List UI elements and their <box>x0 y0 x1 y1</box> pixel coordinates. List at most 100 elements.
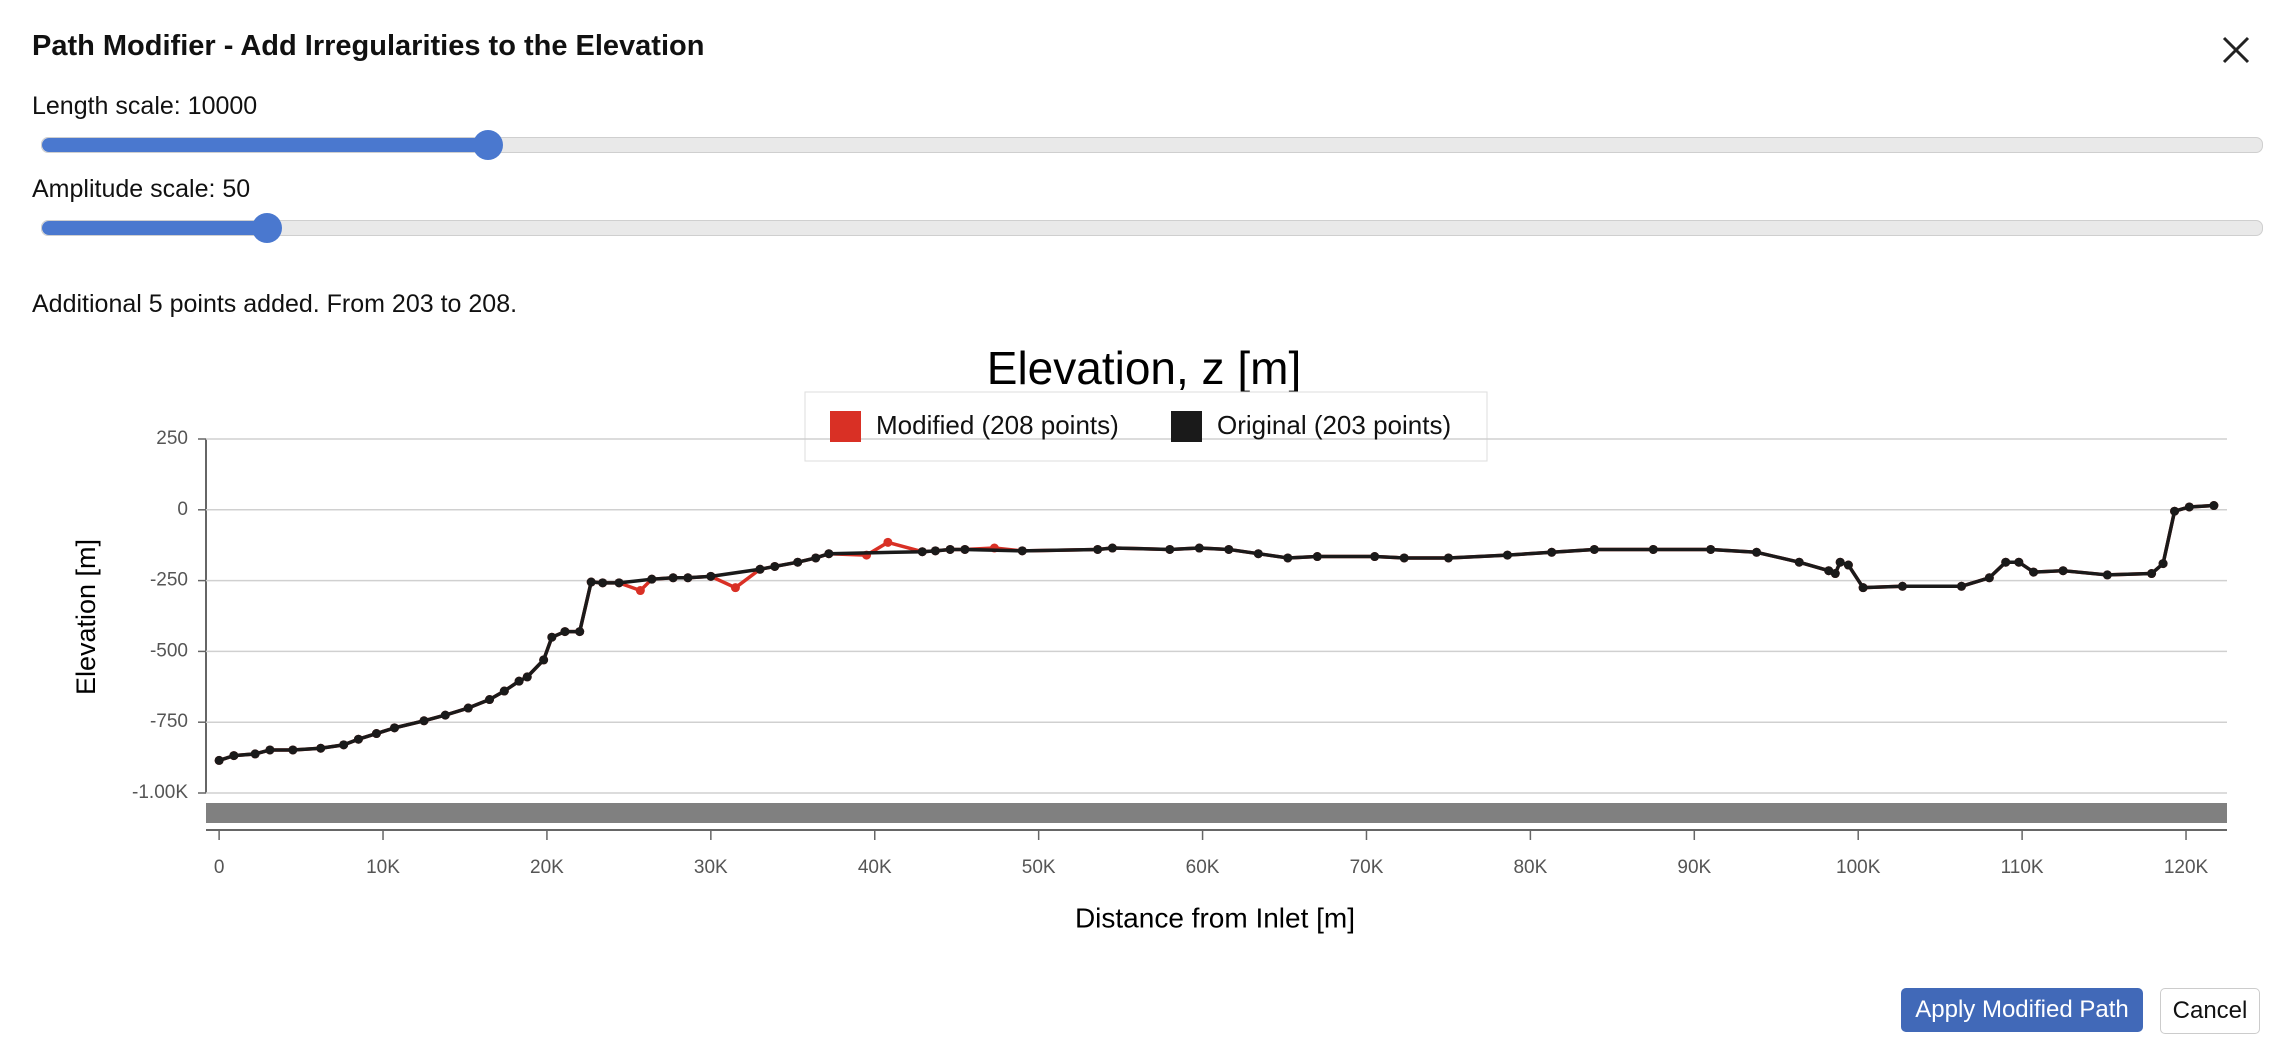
data-point <box>575 627 585 637</box>
data-point <box>1443 553 1453 563</box>
slider-thumb[interactable] <box>252 213 282 243</box>
data-point <box>316 743 326 753</box>
data-point <box>1194 543 1204 553</box>
data-point <box>755 564 765 574</box>
y-tick-label: 250 <box>156 428 188 449</box>
data-point <box>2170 506 2180 516</box>
y-tick-label: -250 <box>150 570 188 591</box>
length-label: Length scale: 10000 <box>32 92 258 120</box>
data-point <box>2102 570 2112 580</box>
data-point <box>1648 544 1658 554</box>
data-point <box>917 547 927 557</box>
data-point <box>1984 573 1994 583</box>
legend-label: Modified (208 points) <box>876 410 1119 440</box>
data-point <box>1312 552 1322 562</box>
data-point <box>1794 557 1804 567</box>
data-point <box>2158 559 2168 569</box>
data-point <box>539 655 549 665</box>
data-point <box>265 745 275 755</box>
data-point <box>1253 549 1263 559</box>
amplitude-label: Amplitude scale: 50 <box>32 175 251 203</box>
data-point <box>371 729 381 739</box>
y-tick-label: -750 <box>150 711 188 732</box>
data-point <box>1165 544 1175 554</box>
data-point <box>930 546 940 556</box>
data-point <box>1224 544 1234 554</box>
data-point <box>1547 547 1557 557</box>
data-point <box>485 695 495 705</box>
data-point <box>1752 547 1762 557</box>
cancel-button[interactable]: Cancel <box>2160 988 2260 1034</box>
data-point <box>1502 550 1512 560</box>
range-bar <box>206 803 2227 823</box>
data-point <box>668 573 678 583</box>
data-point <box>389 723 399 733</box>
close-button[interactable] <box>2220 34 2252 66</box>
amplitude-slider[interactable] <box>41 213 2263 243</box>
data-point <box>793 557 803 567</box>
data-point <box>883 537 893 547</box>
data-point <box>1956 581 1966 591</box>
legend-swatch <box>1171 411 1202 442</box>
data-point <box>353 734 363 744</box>
data-point <box>2209 501 2219 511</box>
data-point <box>1706 544 1716 554</box>
length-slider[interactable] <box>41 130 2263 160</box>
data-point <box>2029 567 2039 577</box>
slider-fill <box>42 221 267 235</box>
data-point <box>770 561 780 571</box>
data-point <box>1283 553 1293 563</box>
legend-label: Original (203 points) <box>1217 410 1451 440</box>
legend <box>804 391 1488 462</box>
y-tick-label: -1.00K <box>132 782 188 803</box>
data-point <box>960 544 970 554</box>
x-tick-label: 70K <box>1350 857 1384 878</box>
x-tick-label: 30K <box>694 857 728 878</box>
data-point <box>2014 557 2024 567</box>
data-point <box>499 686 509 696</box>
x-tick-label: 100K <box>1836 857 1881 878</box>
data-point <box>614 578 624 588</box>
y-tick-label: 0 <box>177 499 188 520</box>
x-tick-label: 80K <box>1513 857 1547 878</box>
data-point <box>560 627 570 637</box>
x-tick-label: 50K <box>1022 857 1056 878</box>
data-point <box>598 578 608 588</box>
legend-swatch <box>830 411 861 442</box>
data-point <box>1835 557 1845 567</box>
data-point <box>730 583 740 593</box>
data-point <box>586 577 596 587</box>
data-point <box>1589 544 1599 554</box>
data-point <box>1830 569 1840 579</box>
x-tick-label: 90K <box>1677 857 1711 878</box>
data-point <box>683 573 693 583</box>
apply-button[interactable]: Apply Modified Path <box>1901 988 2143 1032</box>
chart-title: Elevation, z [m] <box>987 342 1301 394</box>
data-point <box>2184 502 2194 512</box>
data-point <box>250 749 260 759</box>
data-point <box>635 586 645 596</box>
data-point <box>1370 552 1380 562</box>
data-point <box>229 751 239 761</box>
data-point <box>1399 553 1409 563</box>
data-point <box>1017 546 1027 556</box>
x-tick-label: 20K <box>530 857 564 878</box>
slider-fill <box>42 138 488 152</box>
data-point <box>522 672 532 682</box>
x-tick-label: 110K <box>2001 857 2044 878</box>
dialog-title: Path Modifier - Add Irregularities to th… <box>32 30 705 62</box>
x-axis-title: Distance from Inlet [m] <box>1075 902 1355 933</box>
y-axis-title: Elevation [m] <box>71 539 101 695</box>
data-point <box>214 755 224 765</box>
x-tick-label: 120K <box>2164 857 2209 878</box>
status-text: Additional 5 points added. From 203 to 2… <box>32 290 518 318</box>
data-point <box>288 745 298 755</box>
data-point <box>647 574 657 584</box>
data-point <box>1843 560 1853 570</box>
data-point <box>514 676 524 686</box>
data-point <box>339 740 349 750</box>
chart: Elevation, z [m] Elevation [m] Distance … <box>71 342 2227 933</box>
x-tick-label: 40K <box>858 857 892 878</box>
slider-thumb[interactable] <box>473 130 503 160</box>
